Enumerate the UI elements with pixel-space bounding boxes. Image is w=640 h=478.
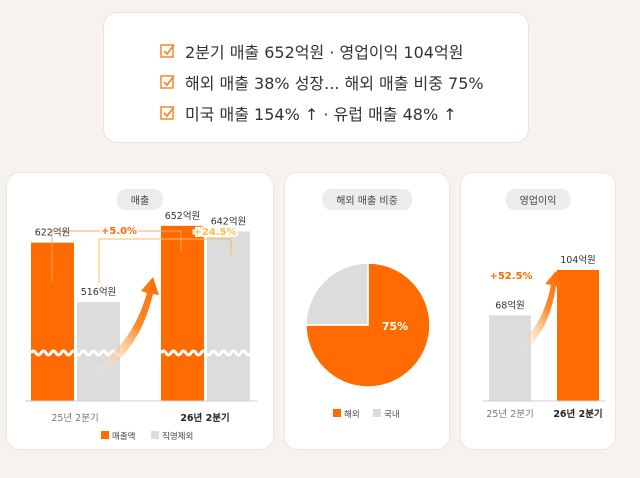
- category-label: 25년 2분기: [51, 413, 98, 424]
- summary-line: 미국 매출 154% ↑ · 유럽 매출 48% ↑: [160, 97, 528, 128]
- growth-annotation: +24.5%: [193, 227, 236, 238]
- legend-label: 직영제외: [162, 431, 193, 442]
- data-label: 516억원: [81, 286, 117, 298]
- sales-chart-title: 매출: [116, 189, 164, 210]
- bar-직영제외: [207, 231, 250, 401]
- axis-break: [29, 349, 123, 357]
- bracket-line: [51, 230, 182, 281]
- bar-매출액: [161, 225, 204, 401]
- bar-25년 2분기: [489, 315, 531, 401]
- sales-chart-card: 622억원 516억원 25년 2분기 652억원 642억원 26년 2분기 +5.0% +…: [6, 172, 274, 450]
- category-label: 26년 2분기: [553, 408, 602, 420]
- growth-arrow: [517, 271, 562, 353]
- checkbox-icon: [160, 74, 175, 89]
- overseas-share-title: 해외 매출 비중: [322, 189, 412, 210]
- summary-line: 해외 매출 38% 성장... 해외 매출 비중 75%: [160, 66, 528, 97]
- data-label: 642억원: [211, 215, 247, 227]
- overseas-share-card: 75% 해외 국내 해외 매출 비중: [284, 172, 450, 450]
- operating-profit-card: 68억원 25년 2분기 104억원 26년 2분기 +52.5% 영업이익: [460, 172, 616, 450]
- summary-text: 2분기 매출 652억원 · 영업이익 104억원: [185, 42, 464, 62]
- overseas-share-chart: 75% 해외 국내: [305, 262, 431, 420]
- legend-label: 매출액: [112, 431, 135, 442]
- legend-swatch: [151, 431, 159, 439]
- summary-text: 미국 매출 154% ↑ · 유럽 매출 48% ↑: [185, 104, 457, 124]
- checkbox-icon: [160, 105, 175, 120]
- legend-label: 국내: [384, 410, 400, 420]
- summary-text: 해외 매출 38% 성장... 해외 매출 비중 75%: [185, 73, 484, 93]
- axis-break: [159, 349, 263, 357]
- bracket-line: [98, 238, 232, 283]
- legend-swatch: [101, 431, 109, 439]
- operating-profit-title: 영업이익: [505, 189, 571, 210]
- legend-label: 해외: [344, 409, 360, 420]
- summary-line: 2분기 매출 652억원 · 영업이익 104억원: [160, 35, 528, 66]
- legend-swatch: [373, 409, 381, 417]
- slice-label: 75%: [382, 320, 408, 333]
- legend-swatch: [333, 409, 341, 417]
- category-label: 25년 2분기: [486, 409, 533, 420]
- growth-annotation: +5.0%: [101, 226, 137, 237]
- growth-arrow: [91, 277, 159, 377]
- operating-profit-chart: 68억원 25년 2분기 104억원 26년 2분기 +52.5%: [483, 254, 605, 420]
- bar-26년 2분기: [557, 269, 599, 401]
- data-label: 652억원: [165, 210, 201, 222]
- data-label: 68억원: [495, 299, 525, 311]
- category-label: 26년 2분기: [180, 412, 229, 424]
- growth-annotation: +52.5%: [489, 271, 532, 282]
- pie-slice-국내: [305, 262, 369, 326]
- data-label: 104억원: [560, 254, 596, 266]
- checkbox-icon: [160, 43, 175, 58]
- summary-box: 2분기 매출 652억원 · 영업이익 104억원 해외 매출 38% 성장..…: [103, 12, 529, 143]
